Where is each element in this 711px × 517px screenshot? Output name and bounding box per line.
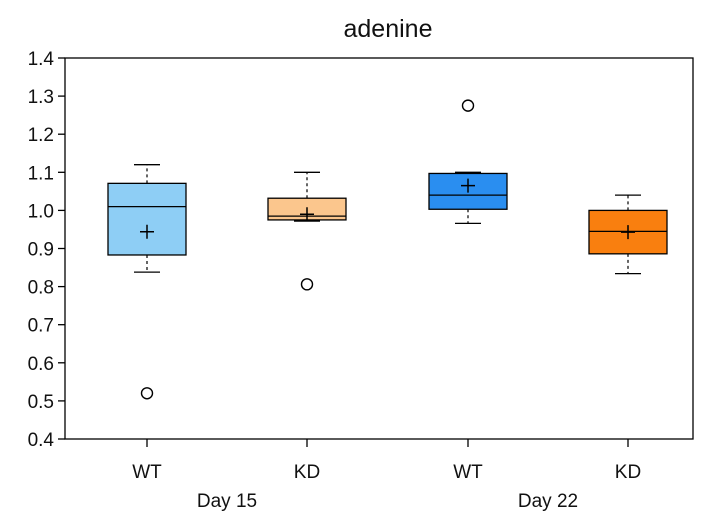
- y-tick-label: 1.0: [28, 201, 54, 222]
- x-axis: WT KD WT KD Day 15 Day 22: [132, 439, 641, 512]
- mean-marker: [461, 178, 475, 193]
- x-tick-label: WT: [132, 462, 162, 483]
- iqr-box: [107, 182, 187, 256]
- chart-title: adenine: [344, 15, 433, 43]
- y-tick-label: 0.9: [28, 240, 54, 261]
- y-tick-label: 1.1: [28, 163, 54, 184]
- y-tick-label: 0.7: [28, 316, 54, 337]
- box-day-15-wt: [107, 164, 187, 400]
- x-tick-label: KD: [294, 462, 320, 483]
- box-day-15-kd: [267, 171, 347, 291]
- y-axis: 0.4 0.5 0.6 0.7 0.8 0.9 1.0 1.1 1.2 1.3 1.4: [28, 49, 65, 451]
- y-tick-label: 0.8: [28, 278, 54, 299]
- y-tick-label: 1.4: [28, 49, 55, 70]
- mean-marker: [621, 225, 635, 240]
- group-label: Day 15: [197, 491, 257, 512]
- boxes-layer: [107, 99, 668, 400]
- box-day-22-kd: [588, 194, 668, 275]
- outlier-point: [461, 99, 475, 112]
- y-tick-label: 1.3: [28, 87, 54, 108]
- box-day-22-wt: [428, 99, 508, 225]
- y-tick-label: 1.2: [28, 125, 54, 146]
- outlier-point: [300, 278, 314, 291]
- x-tick-label: WT: [453, 462, 483, 483]
- group-label: Day 22: [518, 491, 578, 512]
- y-tick-label: 0.5: [28, 392, 54, 413]
- y-tick-label: 0.4: [28, 430, 55, 451]
- x-tick-label: KD: [615, 462, 641, 483]
- mean-marker: [300, 207, 314, 222]
- outlier-point: [140, 387, 154, 400]
- mean-marker: [140, 224, 154, 239]
- y-tick-label: 0.6: [28, 354, 54, 375]
